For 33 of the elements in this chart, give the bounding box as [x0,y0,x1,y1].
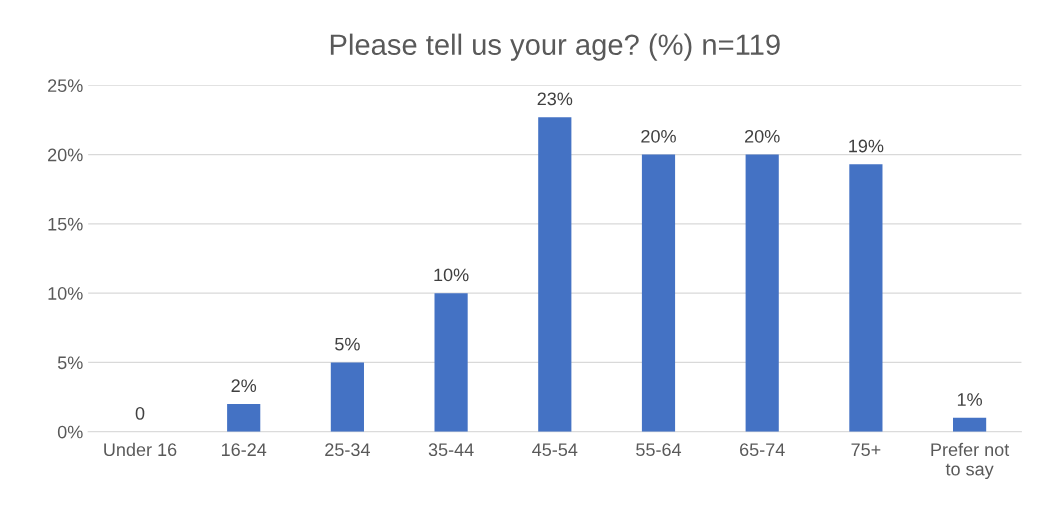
x-tick-label: 25-34 [325,443,370,457]
bar [227,403,261,432]
x-tick-label: 55-64 [636,443,682,457]
x-tick-label: Under 16 [104,442,177,457]
x-tick-label: 16-24 [221,443,267,457]
data-label: 20% [641,129,676,143]
bar [849,164,883,432]
x-tick-label: 45-54 [532,443,578,457]
data-label: 23% [537,92,573,106]
x-tick-label: 75+ [851,443,881,457]
data-label: 2% [231,379,257,393]
data-label: 5% [335,337,360,351]
x-tick-label: 65-74 [740,443,785,457]
bar [434,293,468,432]
bar [745,154,779,432]
y-tick-label: 5% [57,356,83,370]
data-label: 19% [849,139,884,153]
data-label: 1% [957,393,982,406]
y-tick-label: 25% [48,79,83,93]
data-label: 0 [135,407,145,420]
bar [641,154,676,432]
x-tick-label: Prefer not to say [931,442,1010,480]
bar [538,117,572,432]
bar [953,417,987,432]
data-label: 10% [434,268,469,282]
bar [330,362,364,432]
data-label: 20% [745,129,780,143]
x-tick-label: 35-44 [428,443,474,457]
y-tick-label: 15% [48,217,83,231]
y-tick-label: 0% [57,425,83,439]
chart-title: Please tell us your age? (%) n=119 [330,33,780,61]
y-tick-label: 10% [48,287,83,300]
y-tick-label: 20% [48,148,83,162]
